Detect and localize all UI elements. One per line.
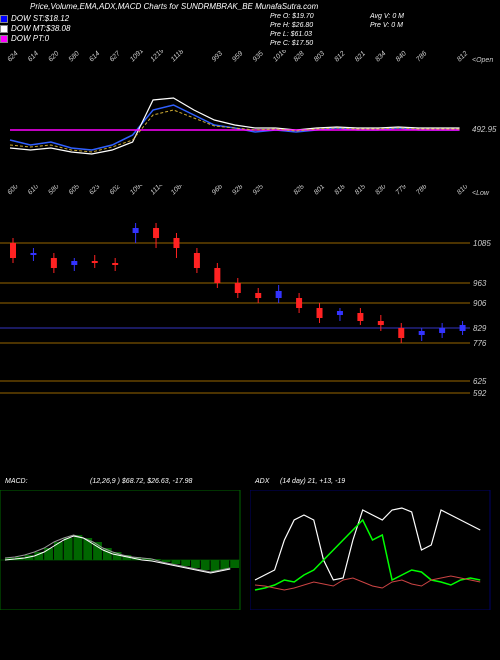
svg-text:1090: 1090 (129, 185, 145, 196)
svg-text:1084: 1084 (170, 185, 186, 196)
svg-text:620: 620 (47, 50, 60, 63)
adx-params: (14 day) 21, +13, -19 (280, 478, 345, 485)
svg-text:1085: 1085 (473, 239, 491, 248)
svg-text:818: 818 (333, 185, 346, 196)
svg-text:592: 592 (473, 389, 487, 398)
legend: DOW ST: $18.12 DOW MT: $38.08 DOW PT: 0 (0, 14, 70, 44)
macd-chart (0, 490, 245, 610)
legend-st-label: DOW ST: (11, 14, 45, 23)
svg-text:627: 627 (109, 50, 123, 63)
svg-text:935: 935 (252, 50, 265, 63)
svg-text:810: 810 (456, 185, 469, 196)
adx-prefix: ADX (255, 478, 269, 485)
legend-mt-label: DOW MT: (11, 24, 46, 33)
svg-text:959: 959 (231, 50, 244, 63)
svg-text:815: 815 (354, 185, 367, 196)
macd-prefix: MACD: (5, 478, 28, 485)
svg-text:963: 963 (473, 279, 487, 288)
svg-text:779: 779 (395, 185, 408, 196)
svg-text:605: 605 (68, 185, 81, 196)
svg-text:1114: 1114 (150, 185, 165, 196)
svg-text:492.95: 492.95 (472, 125, 497, 134)
svg-text:580: 580 (47, 185, 60, 196)
swatch-mt (0, 25, 8, 33)
svg-text:821: 821 (354, 50, 367, 63)
svg-text:786: 786 (415, 50, 428, 63)
swatch-st (0, 15, 8, 23)
svg-text:1219: 1219 (150, 50, 166, 63)
svg-text:<Low: <Low (472, 190, 490, 197)
svg-text:812: 812 (333, 50, 346, 63)
svg-text:966: 966 (211, 185, 224, 196)
swatch-pt (0, 35, 8, 43)
svg-text:1091: 1091 (129, 50, 145, 63)
svg-text:1118: 1118 (170, 50, 185, 63)
svg-text:993: 993 (211, 50, 224, 63)
svg-text:600: 600 (6, 185, 19, 196)
ohlc-info: Pre O: $19.70Pre H: $26.80Pre L: $61.03P… (270, 12, 314, 48)
svg-text:828: 828 (293, 50, 306, 63)
legend-st-value: $18.12 (45, 14, 69, 23)
svg-text:840: 840 (395, 50, 408, 63)
volume-info: Avg V: 0 MPre V: 0 M (370, 12, 404, 30)
svg-text:610: 610 (27, 185, 40, 196)
svg-text:906: 906 (473, 299, 487, 308)
svg-text:<Open: <Open (472, 57, 493, 64)
svg-text:928: 928 (231, 185, 244, 196)
ema-chart: 624 614 620 580 614 627 1091 1219 1118 993 959 935 1… (0, 50, 500, 190)
macd-params: (12,26,9 ) $68.72, $26.63, -17.98 (90, 478, 192, 485)
svg-text:801: 801 (313, 185, 326, 196)
legend-pt-label: DOW PT: (11, 34, 45, 43)
svg-text:812: 812 (456, 50, 469, 63)
svg-text:625: 625 (473, 377, 487, 386)
svg-text:580: 580 (68, 50, 81, 63)
svg-text:786: 786 (415, 185, 428, 196)
svg-text:602: 602 (109, 185, 122, 196)
adx-chart (250, 490, 495, 610)
adx-label: ADX (255, 478, 269, 485)
svg-text:830: 830 (374, 185, 387, 196)
candlestick-chart: 600 610 580 605 623 602 1090 1114 1084 966 928 925 8… (0, 185, 500, 405)
svg-text:614: 614 (88, 50, 101, 63)
svg-text:834: 834 (374, 50, 387, 63)
legend-mt-value: $38.08 (46, 24, 70, 33)
svg-text:624: 624 (6, 50, 19, 63)
svg-text:803: 803 (313, 50, 326, 63)
svg-text:623: 623 (88, 185, 101, 196)
macd-label: MACD: (5, 478, 28, 485)
svg-text:925: 925 (252, 185, 265, 196)
svg-text:614: 614 (27, 50, 40, 63)
svg-text:776: 776 (473, 339, 487, 348)
svg-text:828: 828 (293, 185, 306, 196)
chart-title: Price,Volume,EMA,ADX,MACD Charts for SUN… (30, 2, 318, 11)
legend-pt-value: 0 (45, 34, 49, 43)
svg-text:1016: 1016 (272, 50, 288, 63)
svg-text:829: 829 (473, 324, 487, 333)
